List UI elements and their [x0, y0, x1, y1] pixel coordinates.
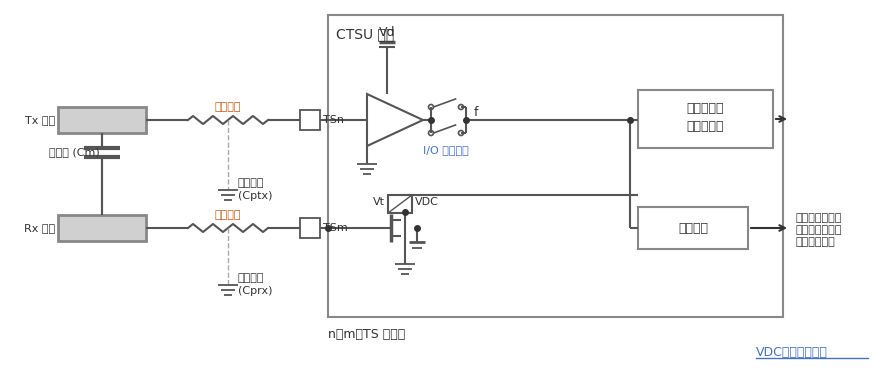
Text: 互电容 (Cm): 互电容 (Cm) — [49, 147, 100, 157]
Text: Rx 电极: Rx 电极 — [24, 223, 55, 233]
Bar — [58, 107, 146, 133]
Text: 寄生电容: 寄生电容 — [238, 178, 265, 188]
Bar — [638, 90, 773, 148]
Text: Vt: Vt — [373, 197, 385, 207]
Text: VDC：降压转换器: VDC：降压转换器 — [756, 346, 828, 359]
Bar — [638, 207, 748, 249]
Text: (Cptx): (Cptx) — [238, 191, 272, 201]
Text: (Cprx): (Cprx) — [238, 286, 272, 296]
Polygon shape — [367, 94, 423, 146]
Bar — [58, 215, 146, 241]
Bar — [388, 195, 412, 213]
Text: 阻尼电阴: 阻尼电阴 — [215, 102, 241, 112]
Text: Tx 电极: Tx 电极 — [24, 115, 55, 125]
Text: 测量模块: 测量模块 — [678, 221, 708, 234]
Text: 次测量结果）: 次测量结果） — [795, 237, 835, 247]
Text: I/O 驱动程序: I/O 驱动程序 — [423, 145, 469, 155]
Text: CTSU 单元: CTSU 单元 — [336, 27, 395, 41]
Text: Vd: Vd — [379, 26, 395, 39]
Text: 阻尼电阴: 阻尼电阴 — [215, 210, 241, 220]
Text: TSn: TSn — [323, 115, 344, 125]
Text: 寄生电容: 寄生电容 — [238, 273, 265, 283]
Bar — [300, 218, 320, 238]
Text: 脉冲发生器: 脉冲发生器 — [686, 119, 724, 132]
Text: 传感器驱动: 传感器驱动 — [686, 102, 724, 115]
Text: f: f — [474, 106, 478, 119]
Text: TSm: TSm — [323, 223, 347, 233]
Text: n、m：TS 通道号: n、m：TS 通道号 — [328, 328, 405, 341]
Text: 测量结果、第二: 测量结果、第二 — [795, 225, 842, 235]
Text: VDC: VDC — [415, 197, 439, 207]
Bar — [300, 110, 320, 130]
Text: 计数値（第一次: 计数値（第一次 — [795, 213, 842, 223]
Bar — [328, 15, 783, 317]
